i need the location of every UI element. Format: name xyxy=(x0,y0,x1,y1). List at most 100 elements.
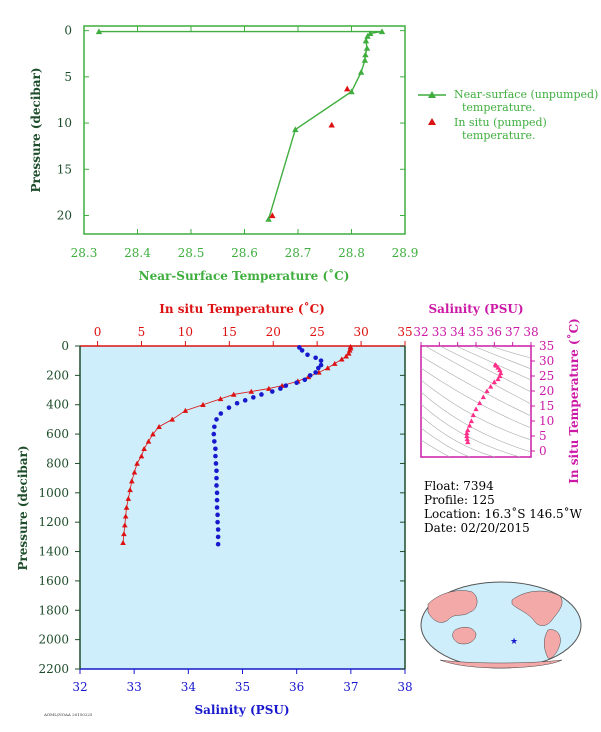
near-surface-y-axis-label: Pressure (decibar) xyxy=(29,67,43,192)
pressure-tick-label: 2200 xyxy=(38,662,69,676)
in-situ-pumped-point xyxy=(328,121,335,128)
ts-point xyxy=(468,418,475,424)
legend-pumped-label-line-2: temperature. xyxy=(462,129,536,142)
salinity-point xyxy=(313,370,318,375)
ts-y-tick-label: 5 xyxy=(539,429,547,443)
temperature-point xyxy=(131,469,138,475)
temperature-point xyxy=(120,539,126,545)
ts-density-contour xyxy=(421,355,531,417)
temperature-profile-line xyxy=(122,346,351,543)
ts-x-tick-label: 35 xyxy=(468,325,483,339)
footer-credit: AOML/NOAA 20150225 xyxy=(43,712,93,717)
legend-unpumped-marker xyxy=(428,91,436,98)
salinity-point xyxy=(234,400,240,406)
profile-series xyxy=(120,343,354,547)
pressure-tick-label: 1800 xyxy=(38,603,69,617)
salinity-point xyxy=(307,373,313,378)
ts-point xyxy=(498,370,504,376)
ts-point xyxy=(465,439,471,445)
near-surface-y-tick-label: 0 xyxy=(64,24,72,38)
ts-density-contour xyxy=(439,346,531,393)
ts-y-tick-label: 25 xyxy=(539,369,554,383)
salinity-point xyxy=(212,439,217,444)
temperature-point xyxy=(248,388,255,394)
ts-x-tick-label: 34 xyxy=(450,325,466,339)
temperature-point xyxy=(134,460,140,466)
ts-point xyxy=(477,400,483,406)
pressure-tick-label: 400 xyxy=(46,398,69,412)
temperature-tick-label: 5 xyxy=(138,325,146,339)
near-surface-chart: 28.3 28.4 28.5 28.6 28.7 28.8 28.9 0 5 10 15 20 Ne… xyxy=(29,24,601,283)
ts-density-contours xyxy=(421,346,531,457)
temperature-tick-label: 25 xyxy=(310,325,325,339)
near-surface-unpumped-point xyxy=(378,28,386,35)
date: Date: 02/20/2015 xyxy=(424,521,530,535)
temperature-point xyxy=(345,350,352,356)
near-surface-x-tick-label: 28.7 xyxy=(285,246,312,260)
temperature-point xyxy=(346,347,353,353)
salinity-point xyxy=(215,534,221,540)
temperature-point xyxy=(129,478,135,484)
salinity-tick-label: 35 xyxy=(235,680,250,694)
salinity-point xyxy=(213,453,218,459)
temperature-axis-ticks: 0 5 10 15 20 25 30 35 xyxy=(94,325,413,346)
float-location-marker: ★ xyxy=(510,637,518,647)
legend-pumped-label: In situ (pumped) temperature. xyxy=(454,116,550,142)
temperature-point xyxy=(127,487,133,493)
salinity-point xyxy=(305,352,310,358)
near-surface-x-tick-label: 28.6 xyxy=(231,246,258,260)
salinity-point xyxy=(211,431,217,437)
salinity-point xyxy=(214,417,219,422)
ts-point xyxy=(497,373,503,379)
salinity-point xyxy=(215,512,220,518)
legend-pumped-marker xyxy=(428,118,436,125)
salinity-point xyxy=(214,483,219,488)
temperature-point xyxy=(331,360,338,366)
near-surface-x-axis-label: Near-Surface Temperature (˚C) xyxy=(139,268,350,283)
near-surface-unpumped-point xyxy=(362,37,370,44)
float-info: Float: 7394 Profile: 125 Location: 16.3˚… xyxy=(424,479,583,535)
salinity-point xyxy=(313,355,318,361)
near-surface-unpumped-point xyxy=(363,44,371,51)
salinity-axis-ticks: 32 33 34 35 36 37 38 xyxy=(72,669,413,694)
ts-y-tick-label: 15 xyxy=(539,399,554,413)
temperature-point xyxy=(343,353,349,359)
temperature-tick-label: 35 xyxy=(397,325,412,339)
near-surface-x-tick-label: 28.9 xyxy=(392,246,419,260)
profile-chart: 0 5 10 15 20 25 30 35 32 33 34 35 36 37 38 0 200 400 600… xyxy=(16,301,413,717)
legend-unpumped-label-line-2: temperature. xyxy=(462,101,536,114)
near-surface-x-tick-label: 28.5 xyxy=(178,246,205,260)
salinity-tick-label: 33 xyxy=(127,680,142,694)
near-surface-y-tick-label: 10 xyxy=(57,116,72,130)
ts-point xyxy=(470,412,476,418)
salinity-point xyxy=(214,497,220,503)
salinity-point xyxy=(212,424,217,430)
ts-x-tick-label: 37 xyxy=(505,325,520,339)
legend-unpumped-label: Near-surface (unpumped) temperature. xyxy=(454,88,601,114)
temperature-point xyxy=(338,356,345,362)
legend-pumped-label-line-1: In situ (pumped) xyxy=(454,116,547,129)
near-surface-x-tick-label: 28.4 xyxy=(124,246,151,260)
near-surface-unpumped-point xyxy=(361,57,369,63)
near-surface-unpumped-point xyxy=(362,51,369,58)
pressure-tick-label: 600 xyxy=(46,427,69,441)
salinity-point xyxy=(226,405,232,410)
in-situ-pumped-point xyxy=(269,212,276,219)
salinity-point xyxy=(283,383,289,388)
salinity-point xyxy=(215,541,221,547)
map-land-antarctica xyxy=(439,659,563,669)
salinity-point xyxy=(302,377,308,383)
temperature-point xyxy=(156,423,162,429)
near-surface-plot-frame xyxy=(83,25,406,235)
salinity-point xyxy=(214,490,220,496)
temperature-axis-label: In situ Temperature (˚C) xyxy=(159,301,325,316)
pressure-tick-label: 1600 xyxy=(38,574,69,588)
location: Location: 16.3˚S 146.5˚W xyxy=(424,506,583,521)
salinity-point xyxy=(294,380,299,386)
map-land-asia xyxy=(427,590,478,623)
salinity-point xyxy=(218,411,224,416)
pressure-tick-label: 1400 xyxy=(38,545,69,559)
temperature-point xyxy=(169,416,176,422)
temperature-point xyxy=(266,385,272,391)
